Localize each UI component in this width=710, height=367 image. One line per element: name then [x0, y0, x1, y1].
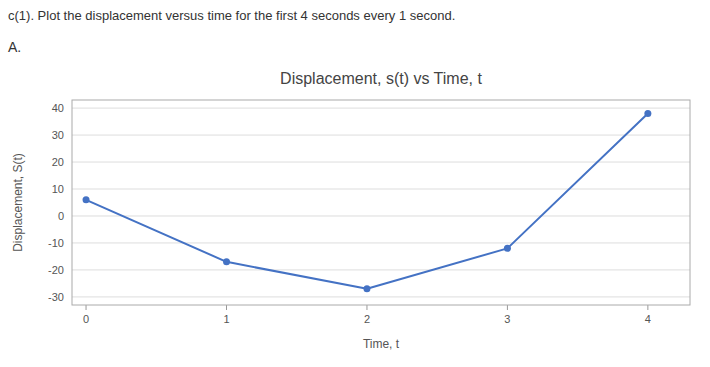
y-tick-label: 0: [58, 210, 64, 222]
x-tick-label: 0: [83, 313, 89, 325]
grid-line: [72, 269, 690, 270]
grid-line: [72, 189, 690, 190]
y-tick-label: -30: [48, 291, 64, 303]
x-axis-label: Time, t: [363, 337, 400, 351]
x-tick-label: 4: [645, 313, 651, 325]
x-tick: [366, 305, 367, 310]
y-tick-label: 30: [52, 129, 64, 141]
grid-line: [72, 108, 690, 109]
y-tick-label: 10: [52, 183, 64, 195]
chart-container: c(1). Plot the displacement versus time …: [0, 0, 710, 367]
plot-frame: [72, 100, 690, 305]
y-tick-label: 20: [52, 156, 64, 168]
grid-line: [72, 242, 690, 243]
data-group: [83, 110, 652, 292]
x-tick: [226, 305, 227, 310]
x-tick-label: 2: [364, 313, 370, 325]
data-point: [504, 245, 511, 252]
grid: [72, 108, 690, 297]
y-tick-label: 40: [52, 102, 64, 114]
data-point: [363, 285, 370, 292]
y-tick-label: -10: [48, 237, 64, 249]
grid-line: [72, 296, 690, 297]
chart-svg: c(1). Plot the displacement versus time …: [0, 0, 710, 367]
y-tick-label: -20: [48, 264, 64, 276]
grid-line: [72, 215, 690, 216]
grid-line: [72, 135, 690, 136]
x-tick-label: 1: [223, 313, 229, 325]
data-point: [644, 110, 651, 117]
x-tick: [647, 305, 648, 310]
x-tick: [86, 305, 87, 310]
data-point: [83, 196, 90, 203]
x-tick: [507, 305, 508, 310]
label-text: A.: [8, 39, 21, 55]
x-tick-label: 3: [504, 313, 510, 325]
header-text: c(1). Plot the displacement versus time …: [8, 8, 455, 23]
data-point: [223, 258, 230, 265]
y-axis-label: Displacement, S(t): [11, 153, 25, 252]
chart-title: Displacement, s(t) vs Time, t: [280, 70, 482, 87]
data-line: [86, 113, 648, 288]
